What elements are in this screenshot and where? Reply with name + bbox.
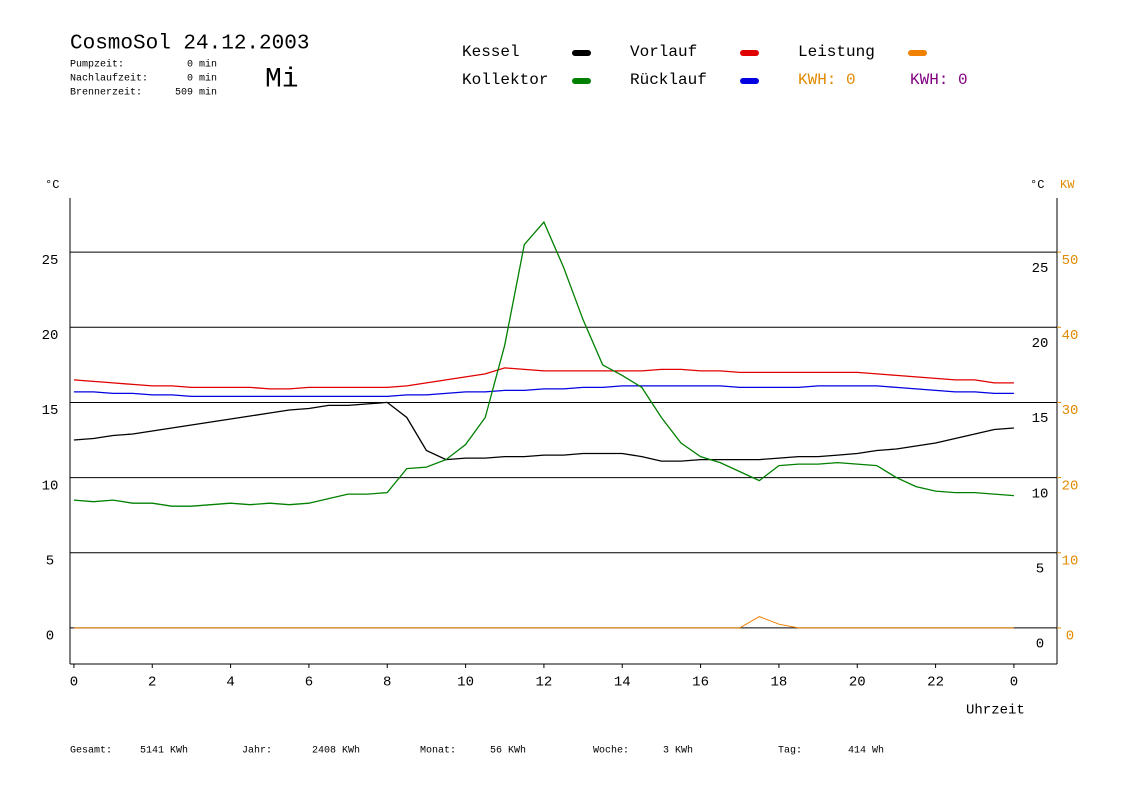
- info-label: Pumpzeit:: [70, 59, 124, 71]
- series-line: [73, 385, 1014, 398]
- y-tick-label: 10: [42, 478, 59, 494]
- legend-label: Leistung: [798, 43, 875, 61]
- series-line: [73, 616, 1014, 629]
- y-tick-label-right: 5: [1036, 561, 1044, 577]
- info-label: Nachlaufzeit:: [70, 73, 148, 85]
- y-tick-label: 0: [46, 629, 54, 645]
- y2-axis-label-c: °C: [1030, 178, 1044, 192]
- day-label: Mi: [265, 64, 299, 95]
- legend-label: Kollektor: [462, 71, 548, 89]
- footer-value: 5141 KWh: [140, 745, 188, 757]
- y-tick-label: 20: [42, 328, 59, 344]
- x-tick-label: 0: [70, 675, 78, 691]
- y2-tick-label: 30: [1062, 403, 1079, 419]
- info-value: 509 min: [175, 87, 217, 99]
- footer-value: 3 KWh: [663, 745, 693, 757]
- y-axis-label: °C: [45, 178, 59, 192]
- y-tick-label-right: 20: [1032, 336, 1049, 352]
- y-tick-label-right: 10: [1032, 486, 1049, 502]
- y2-axis-label: KW: [1060, 178, 1075, 192]
- x-tick-label: 4: [226, 675, 234, 691]
- legend-label: Kessel: [462, 43, 520, 61]
- footer-label: Jahr:: [242, 745, 272, 757]
- x-axis-label: Uhrzeit: [966, 703, 1025, 719]
- x-tick-label: 6: [305, 675, 313, 691]
- x-tick-label: 14: [614, 675, 631, 691]
- footer-value: 2408 KWh: [312, 745, 360, 757]
- y-tick-label: 5: [46, 553, 54, 569]
- footer-label: Woche:: [593, 745, 629, 757]
- y2-tick-label: 50: [1062, 253, 1079, 269]
- legend-label: Rücklauf: [630, 71, 707, 89]
- info-value: 0 min: [187, 73, 217, 85]
- series-line: [73, 220, 1014, 507]
- y2-tick-label: 20: [1062, 478, 1079, 494]
- y-tick-label-right: 25: [1032, 261, 1049, 277]
- x-tick-label: 10: [457, 675, 474, 691]
- x-tick-label: 18: [771, 675, 788, 691]
- x-tick-label: 20: [849, 675, 866, 691]
- x-tick-label: 16: [692, 675, 709, 691]
- y-tick-label-right: 0: [1036, 637, 1044, 653]
- kwh-label: KWH: 0: [910, 71, 968, 89]
- footer-label: Gesamt:: [70, 746, 112, 757]
- y2-tick-label: 0: [1066, 629, 1074, 645]
- info-label: Brennerzeit:: [70, 87, 142, 99]
- x-tick-label: 12: [536, 675, 553, 691]
- y-tick-label: 25: [42, 253, 59, 269]
- footer-label: Tag:: [778, 746, 802, 757]
- legend-label: Vorlauf: [630, 43, 697, 61]
- x-tick-label: 22: [927, 675, 944, 691]
- series-line: [73, 367, 1014, 390]
- y-tick-label-right: 15: [1032, 411, 1049, 427]
- info-value: 0 min: [187, 59, 217, 71]
- chart-title: CosmoSol 24.12.2003: [70, 33, 309, 56]
- y-tick-label: 15: [42, 403, 59, 419]
- y2-tick-label: 10: [1062, 553, 1079, 569]
- x-tick-label: 0: [1010, 675, 1018, 691]
- series-line: [73, 401, 1014, 462]
- footer-label: Monat:: [420, 746, 456, 757]
- footer-value: 56 KWh: [490, 745, 526, 757]
- y2-tick-label: 40: [1062, 328, 1079, 344]
- kwh-label: KWH: 0: [798, 71, 856, 89]
- x-tick-label: 2: [148, 675, 156, 691]
- x-tick-label: 8: [383, 675, 391, 691]
- footer-value: 414 Wh: [848, 745, 884, 757]
